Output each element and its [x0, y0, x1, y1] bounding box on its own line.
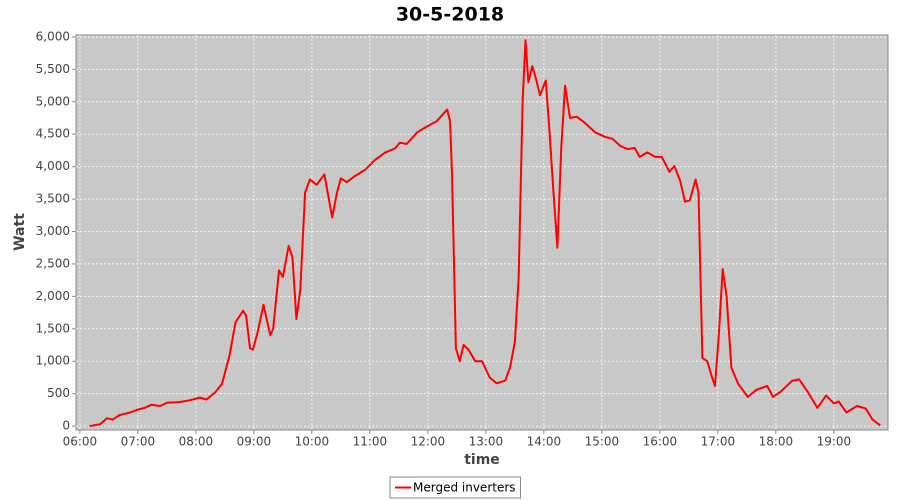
y-tick-label: 4,500: [36, 127, 70, 141]
x-tick-label: 15:00: [585, 435, 620, 449]
y-tick-label: 5,500: [36, 62, 70, 76]
y-tick-label: 5,000: [36, 94, 70, 108]
x-tick-label: 09:00: [237, 435, 272, 449]
x-tick-label: 12:00: [411, 435, 446, 449]
legend-label: Merged inverters: [413, 481, 516, 495]
x-tick-label: 10:00: [295, 435, 330, 449]
line-series: [89, 39, 881, 428]
plot-area: [75, 34, 889, 431]
y-tick-label: 3,500: [36, 192, 70, 206]
y-tick-label: 6,000: [36, 29, 70, 43]
x-tick-label: 11:00: [353, 435, 388, 449]
x-tick-label: 07:00: [121, 435, 156, 449]
x-tick-label: 19:00: [817, 435, 852, 449]
y-tick-label: 3,000: [36, 224, 70, 238]
legend-box: [389, 476, 522, 499]
y-tick-label: 1,000: [36, 354, 70, 368]
y-tick-label: 1,500: [36, 321, 70, 335]
x-tick-label: 14:00: [527, 435, 562, 449]
y-tick-label: 2,500: [36, 256, 70, 270]
x-tick-label: 06:00: [63, 435, 98, 449]
y-tick-label: 0: [62, 419, 70, 433]
x-tick-label: 18:00: [759, 435, 794, 449]
y-tick-label: 4,000: [36, 159, 70, 173]
x-tick-label: 08:00: [179, 435, 214, 449]
y-axis-label: Watt: [12, 213, 28, 251]
x-tick-label: 16:00: [643, 435, 678, 449]
x-axis-label: time: [464, 452, 500, 468]
legend: Merged inverters: [389, 476, 522, 499]
x-tick-label: 17:00: [701, 435, 736, 449]
chart-title: 30-5-2018: [396, 4, 504, 26]
y-tick-label: 2,000: [36, 289, 70, 303]
x-tick-label: 13:00: [469, 435, 504, 449]
y-tick-label: 500: [47, 386, 70, 400]
